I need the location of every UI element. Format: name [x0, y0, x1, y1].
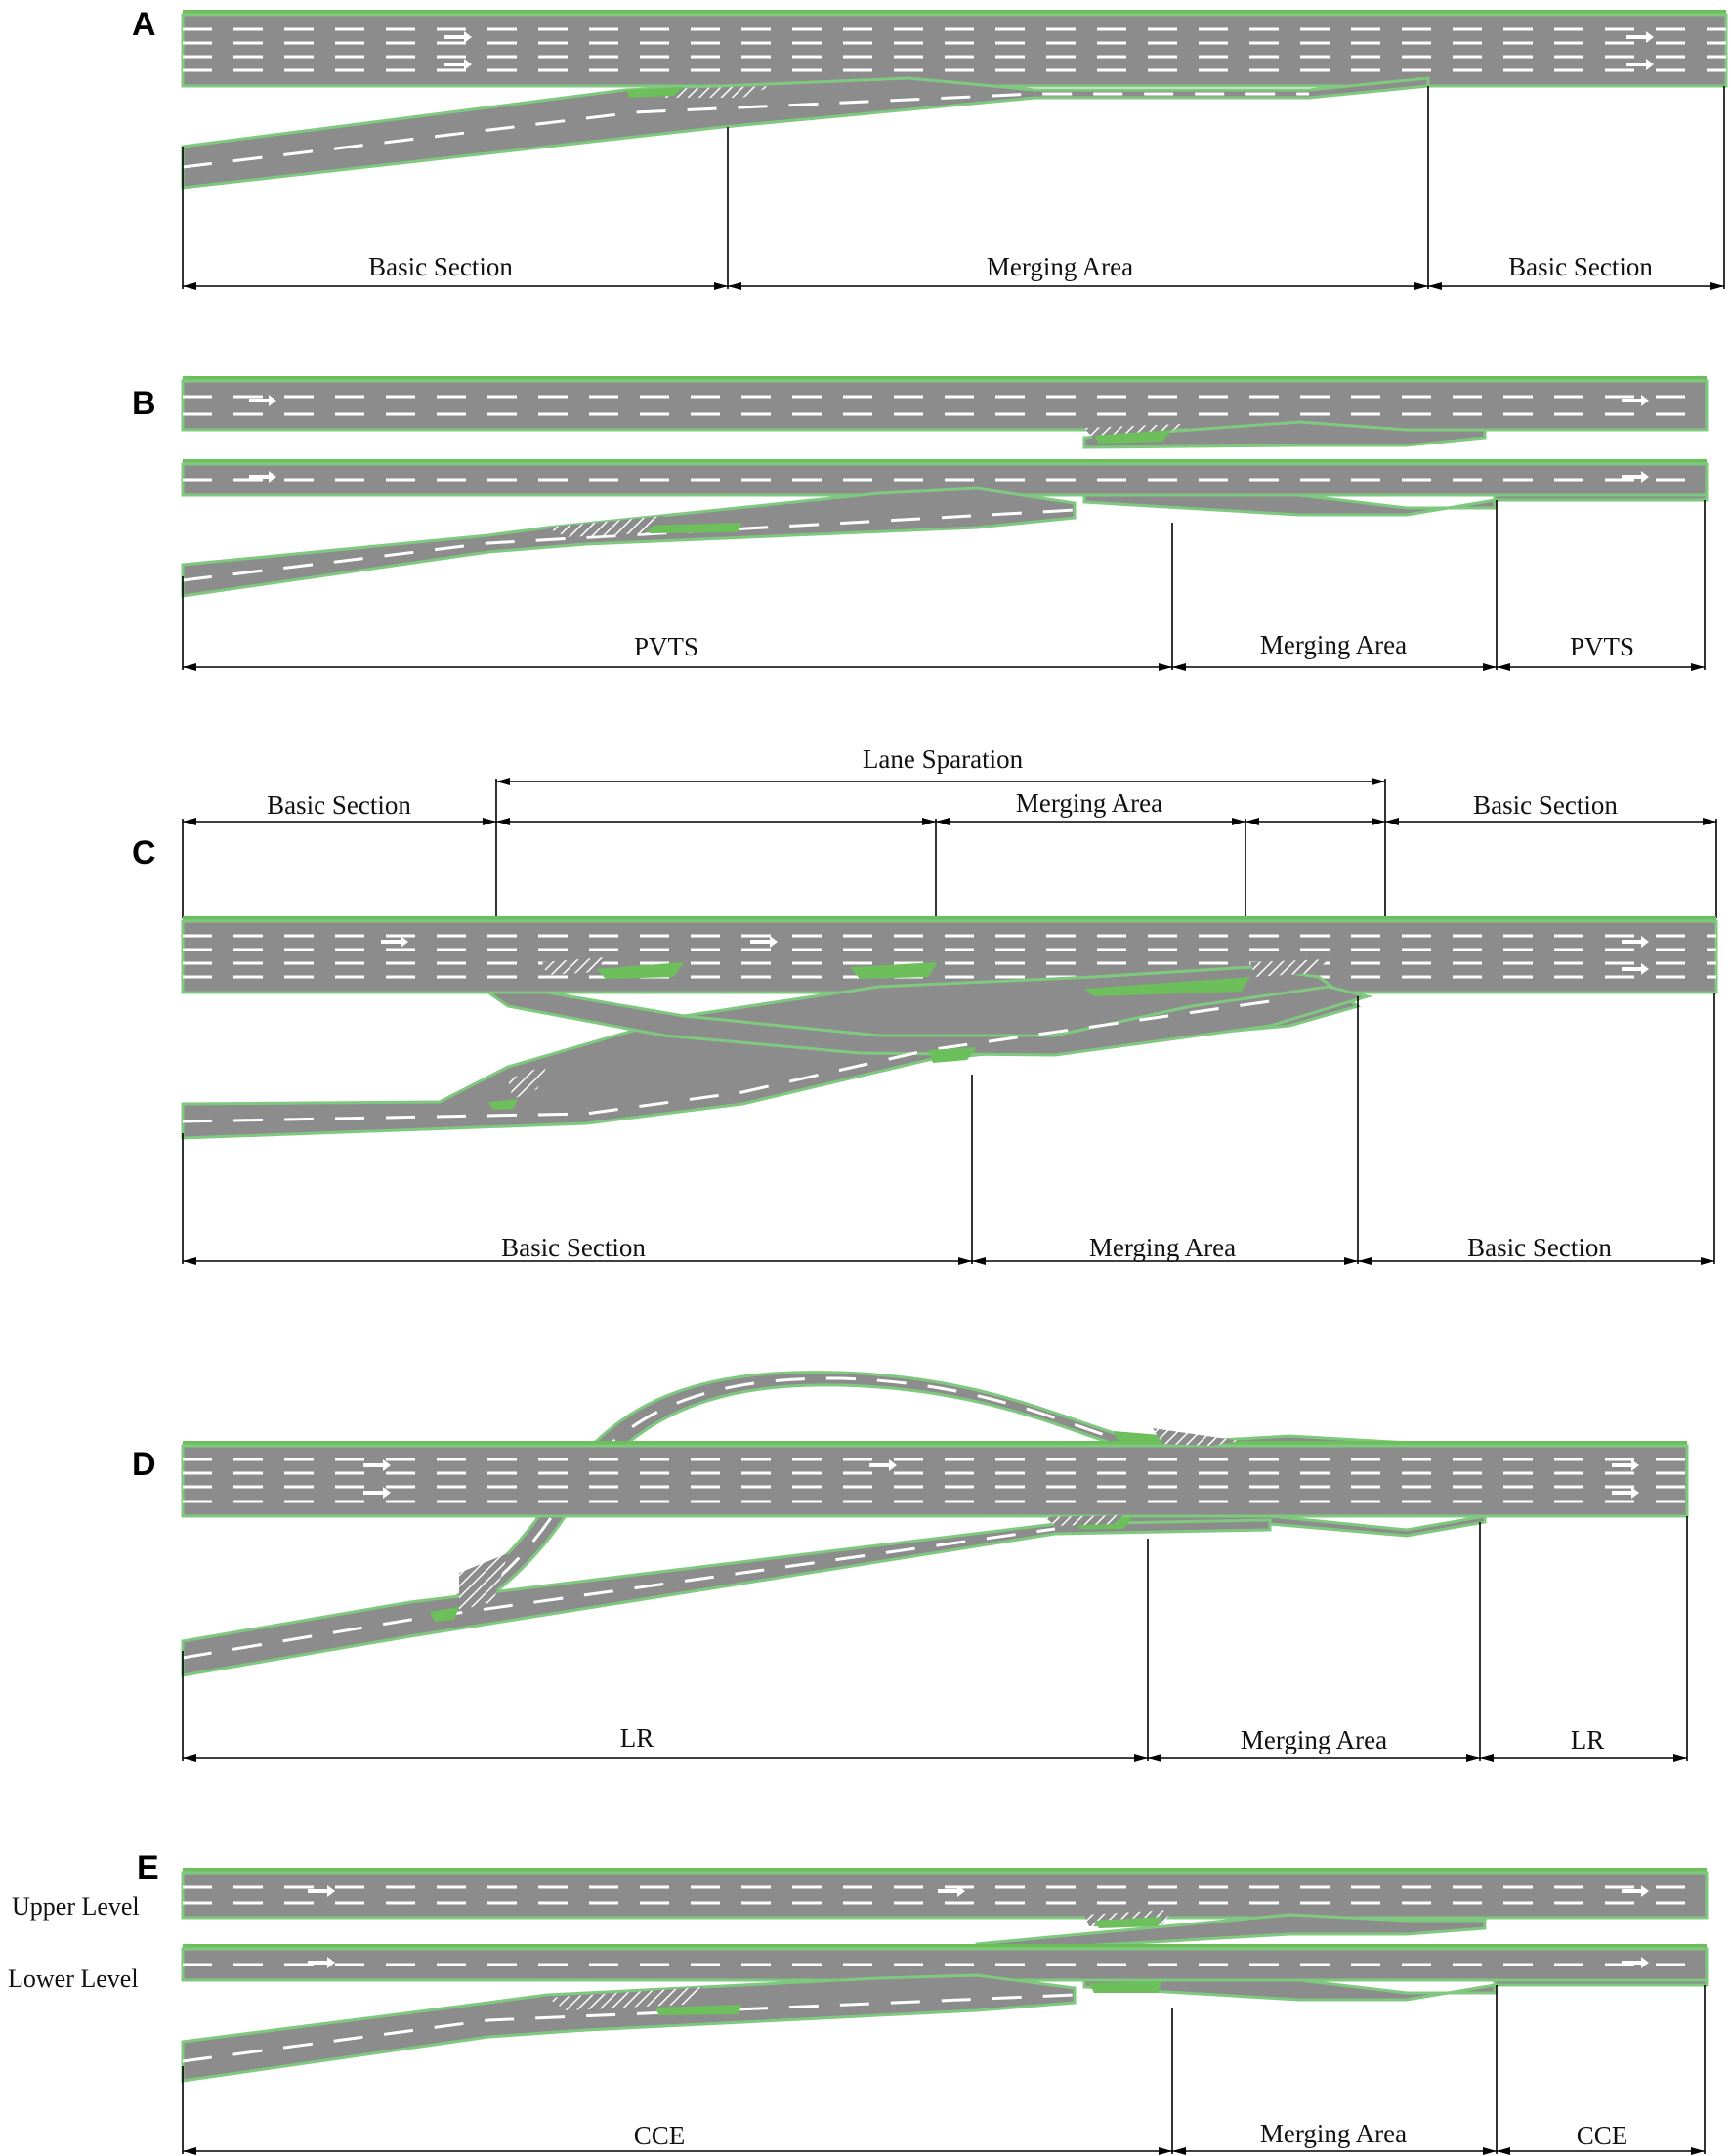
gore-island — [928, 1047, 977, 1063]
gore-island — [1084, 977, 1250, 996]
section-label: Merging Area — [1089, 1233, 1236, 1262]
section-label: LR — [1571, 1725, 1605, 1754]
gore-island — [625, 87, 684, 98]
upper-mainline-road — [181, 1871, 1709, 1920]
gore-hatch — [1250, 959, 1329, 977]
direction-arrow-icon — [381, 936, 1649, 975]
gore-island — [488, 1099, 518, 1110]
gore-hatch — [547, 1987, 703, 2010]
section-label: Lane Sparation — [863, 744, 1024, 774]
section-label: Basic Section — [267, 790, 411, 820]
panel-a: A — [132, 6, 1728, 290]
on-ramp-lane-line — [182, 508, 1076, 582]
gore-hatch — [508, 1065, 547, 1099]
mainline-top-edge — [183, 916, 1716, 921]
upper-mainline-edge — [183, 1868, 1707, 1873]
bottom-dimension-lines — [182, 993, 1715, 1265]
on-ramp-road — [181, 486, 1077, 598]
gore-island — [1114, 1431, 1172, 1444]
gore-hatch — [459, 1553, 508, 1610]
on-ramp-lane-line — [182, 1527, 1056, 1660]
gore-island — [430, 1607, 459, 1622]
panel-letter-d: D — [132, 1446, 156, 1483]
mainline-top-edge — [183, 1441, 1687, 1446]
mainline-road — [181, 1444, 1689, 1518]
direction-arrow-icon — [444, 31, 1654, 70]
panel-b: B — [132, 376, 1709, 671]
section-label: PVTS — [634, 632, 698, 661]
panel-c: C Lane Sparation Basic Section Me — [132, 744, 1718, 1265]
upper-level-label: Upper Level — [12, 1892, 140, 1921]
gore-hatch — [542, 957, 606, 975]
on-ramp-lane-line — [182, 999, 1271, 1123]
gore-island — [850, 962, 938, 979]
panel-letter-a: A — [132, 6, 156, 43]
upper-merge-road — [1082, 420, 1487, 449]
lower-level-label: Lower Level — [8, 1965, 139, 1993]
gore-island — [1089, 1981, 1162, 1993]
lower-merge-road — [1082, 493, 1709, 517]
direction-arrow-icon — [308, 1885, 1649, 1968]
lower-merge-road — [1082, 1978, 1709, 2002]
gore-hatch — [1045, 1515, 1123, 1526]
loop-ramp-lane-line — [409, 1376, 1154, 1629]
on-ramp-lane-line — [182, 1993, 1076, 2063]
gore-island — [1094, 1917, 1162, 1928]
dimension-lines — [182, 500, 1706, 671]
panel-letter-b: B — [132, 385, 156, 422]
section-label: Basic Section — [1473, 790, 1618, 820]
gore-hatch — [547, 516, 664, 537]
top-dimension-lines — [182, 778, 1717, 918]
mainline-road — [181, 13, 1728, 88]
panel-letter-e: E — [137, 1849, 159, 1886]
section-label: CCE — [634, 2121, 686, 2150]
on-ramp-road — [181, 76, 1430, 190]
dimension-lines — [182, 1516, 1688, 1762]
crossing-ramp-road — [484, 985, 1373, 1057]
section-label: Basic Section — [1508, 252, 1653, 281]
panel-d: D — [132, 1371, 1689, 1762]
direction-arrow-icon — [363, 1459, 1639, 1499]
section-label: Merging Area — [987, 252, 1133, 281]
dimension-lines — [182, 86, 1725, 290]
mainline-road — [181, 919, 1718, 994]
gore-island — [654, 2005, 742, 2015]
mainline-lane-lines — [183, 27, 1726, 72]
on-ramp-road — [181, 1973, 1077, 2083]
on-ramp-lane-line — [182, 92, 1309, 169]
section-label: Merging Area — [1260, 630, 1407, 659]
section-label: Basic Section — [1467, 1233, 1612, 1262]
panel-letter-c: C — [132, 834, 156, 871]
section-label: Merging Area — [1260, 2119, 1407, 2148]
gore-island — [596, 962, 684, 979]
section-label: Basic Section — [501, 1233, 646, 1262]
panel-e: E Upper Level Lower Level — [8, 1849, 1709, 2155]
gore-island — [645, 523, 742, 533]
section-label: PVTS — [1570, 632, 1634, 661]
section-label: CCE — [1577, 2121, 1628, 2150]
mainline-top-edge — [183, 10, 1726, 15]
section-label: Merging Area — [1016, 788, 1162, 818]
direction-arrow-icon — [249, 395, 1649, 483]
dimension-lines — [182, 1985, 1706, 2155]
upper-mainline-edge — [183, 376, 1707, 381]
gore-island — [1094, 430, 1172, 444]
on-ramp-road — [181, 1518, 1272, 1677]
upper-mainline-road — [181, 379, 1709, 432]
lower-mainline-edge — [183, 1944, 1707, 1949]
section-label: Basic Section — [368, 252, 513, 281]
gore-hatch — [1153, 1428, 1241, 1446]
lower-mainline-edge — [183, 459, 1707, 464]
section-label: LR — [620, 1723, 654, 1753]
section-label: Merging Area — [1241, 1725, 1387, 1754]
